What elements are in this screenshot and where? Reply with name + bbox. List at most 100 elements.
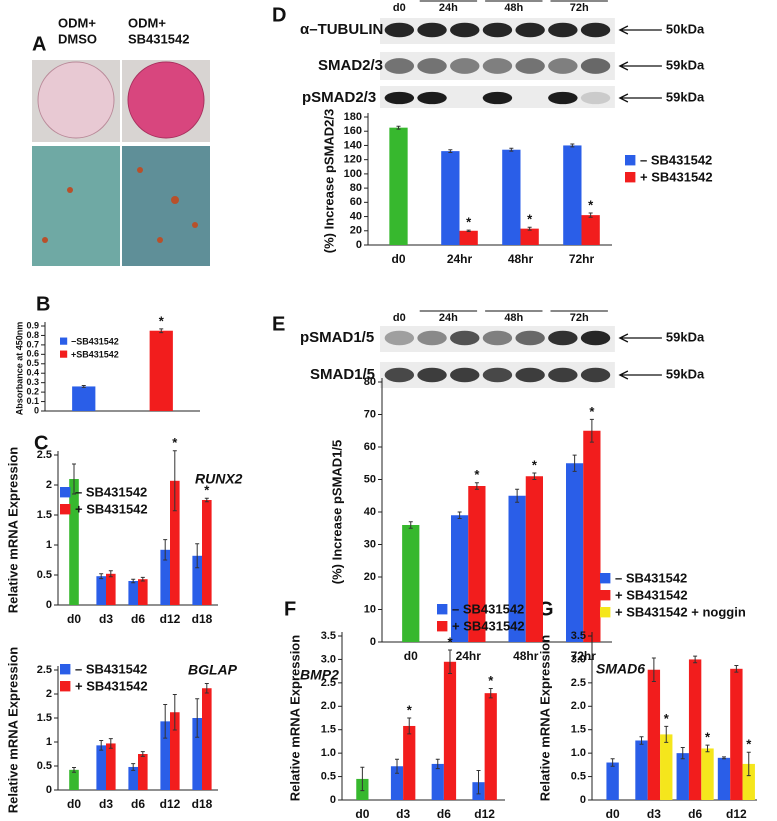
bar: [192, 718, 202, 790]
error-bar: [408, 521, 413, 529]
legend-label: + SB431542: [75, 678, 148, 693]
arrow: [618, 370, 662, 380]
blot-band: [482, 330, 513, 346]
bar: [451, 515, 469, 642]
y-tick-label: 30: [364, 538, 376, 550]
y-tick-label: 2: [46, 479, 52, 491]
error-bar: [570, 143, 575, 148]
stain: [137, 167, 143, 173]
y-tick-label: 80: [364, 376, 376, 388]
y-tick-label: 0.6: [26, 349, 39, 359]
error-bar: [680, 747, 685, 760]
legend-label: + SB431542: [640, 169, 713, 184]
y-tick-label: 0.7: [26, 339, 39, 349]
error-bar: [204, 497, 209, 503]
y-tick-label: 2.5: [37, 664, 52, 676]
legend-swatch: [60, 504, 71, 515]
legend-label: +SB431542: [71, 349, 119, 359]
blot-label: α–TUBULIN: [300, 21, 383, 38]
stain: [171, 196, 179, 204]
panel-label: A: [32, 33, 46, 55]
x-tick-label: d0: [606, 807, 620, 821]
arrow: [618, 25, 662, 35]
legend-label: – SB431542: [75, 484, 147, 499]
gene-label: BGLAP: [188, 662, 238, 678]
error-bar: [734, 665, 739, 673]
bar: [69, 479, 79, 605]
y-axis-label: Relative mRNA Expression: [5, 647, 20, 813]
bar: [525, 476, 543, 642]
micrograph: [122, 146, 210, 266]
significance-marker: *: [588, 197, 594, 212]
error-bar: [664, 725, 669, 743]
blot-band: [515, 58, 545, 74]
x-tick-label: d18: [192, 797, 213, 811]
bar: [96, 576, 106, 605]
gene-label: RUNX2: [195, 471, 243, 487]
bar: [149, 330, 173, 411]
legend-swatch: [437, 604, 448, 615]
blot-band: [384, 58, 415, 74]
bar: [72, 386, 96, 411]
legend-swatch: [625, 155, 636, 166]
y-tick-label: 40: [364, 506, 376, 518]
legend-label: – SB431542: [75, 661, 147, 676]
legend-label: – SB431542: [640, 152, 712, 167]
error-bar: [172, 450, 177, 512]
blot-band: [548, 58, 578, 74]
x-tick-label: d12: [726, 807, 747, 821]
significance-marker: *: [447, 634, 453, 649]
error-bar: [72, 766, 76, 773]
blot-label: pSMAD1/5: [300, 329, 374, 346]
legend-label: – SB431542: [452, 601, 524, 616]
y-axis-label: Relative mRNA Expression: [537, 635, 552, 801]
blot-label: SMAD1/5: [310, 366, 375, 383]
image-label: ODM+: [58, 15, 96, 30]
error-bar: [448, 149, 453, 154]
y-tick-label: 0.8: [26, 330, 39, 340]
blot-band: [580, 22, 611, 38]
bar: [128, 581, 138, 605]
x-tick-label: 48hr: [508, 252, 534, 266]
y-tick-label: 0.5: [37, 760, 52, 772]
y-axis-label: (%) Increase pSMAD2/3: [321, 109, 336, 254]
stain: [42, 237, 48, 243]
significance-marker: *: [466, 215, 472, 230]
error-bar: [488, 687, 493, 699]
x-tick-label: d3: [99, 612, 113, 626]
bar: [403, 725, 416, 800]
error-bar: [705, 744, 710, 753]
bar: [138, 754, 148, 790]
y-axis-label: (%) Increase pSMAD1/5: [329, 440, 344, 585]
x-tick-label: 72hr: [569, 252, 595, 266]
legend-swatch: [60, 487, 71, 498]
error-bar: [639, 736, 644, 745]
lane-label: 48h: [504, 2, 523, 14]
well: [37, 61, 115, 139]
bar: [106, 743, 116, 790]
legend-swatch: [60, 664, 71, 675]
bar: [563, 145, 582, 245]
bar: [742, 763, 755, 800]
error-bar: [99, 740, 104, 751]
error-bar: [515, 488, 520, 503]
y-tick-label: 0.3: [26, 377, 39, 387]
blot-label: pSMAD2/3: [302, 89, 376, 106]
x-tick-label: d0: [355, 807, 369, 821]
panel-label: F: [284, 598, 296, 620]
image-label: ODM+: [128, 15, 166, 30]
bar: [431, 763, 444, 800]
blot-band: [450, 22, 480, 38]
band-size: 59kDa: [666, 89, 705, 104]
bar: [660, 734, 673, 800]
significance-marker: *: [664, 711, 670, 726]
blot-band: [384, 330, 415, 346]
bar: [701, 748, 714, 800]
panel-a-images: [32, 60, 210, 266]
error-bar: [589, 418, 594, 443]
error-bar: [159, 328, 164, 334]
y-tick-label: 120: [344, 154, 362, 166]
bar: [583, 430, 601, 642]
x-tick-label: d3: [396, 807, 410, 821]
bar: [202, 500, 212, 605]
